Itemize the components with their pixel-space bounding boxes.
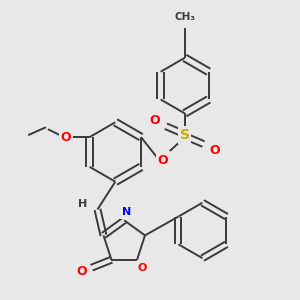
Text: CH₃: CH₃	[174, 12, 195, 22]
Text: H: H	[78, 200, 87, 209]
Text: O: O	[137, 263, 147, 273]
Text: N: N	[122, 207, 131, 218]
Text: O: O	[76, 265, 87, 278]
Text: S: S	[180, 128, 190, 142]
Text: O: O	[61, 130, 71, 144]
Text: O: O	[150, 114, 160, 127]
Text: O: O	[158, 154, 168, 167]
Text: O: O	[209, 143, 220, 157]
